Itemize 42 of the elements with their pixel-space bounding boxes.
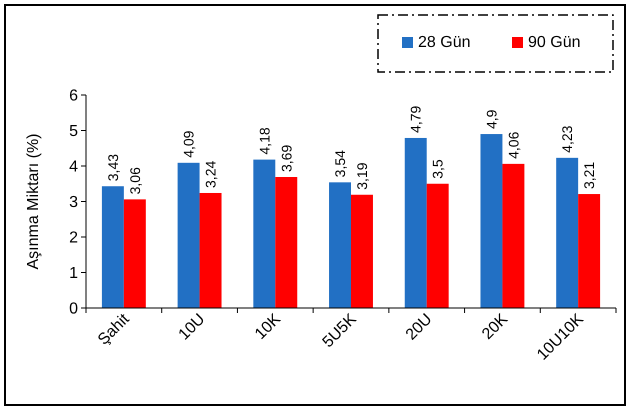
y-tick-label: 1	[69, 265, 78, 282]
bar	[502, 164, 524, 308]
bar	[426, 184, 449, 308]
y-axis-title: Aşınma Miktarı (%)	[25, 133, 42, 270]
x-tick-label: 10K	[252, 310, 284, 343]
data-label: 4,23	[559, 125, 576, 153]
bar	[124, 199, 146, 308]
bar	[480, 134, 502, 308]
legend-label: 28 Gün	[418, 34, 470, 51]
bar	[404, 138, 427, 308]
bar	[275, 177, 298, 308]
bar	[556, 158, 578, 308]
bar	[329, 182, 351, 308]
x-tick-label: 20K	[479, 310, 512, 343]
y-tick-label: 3	[69, 194, 78, 212]
data-label: 3,5	[430, 159, 446, 179]
bar	[578, 194, 600, 308]
y-tick-label: 4	[69, 158, 78, 176]
data-label: 3,21	[581, 162, 598, 190]
x-tick-label: 20U	[402, 310, 436, 344]
bar	[178, 162, 200, 308]
data-label: 4,79	[408, 105, 424, 133]
y-tick-label: 6	[69, 88, 78, 105]
x-tick-label: 10U	[176, 310, 208, 344]
data-label: 4,9	[483, 109, 500, 130]
bar	[253, 160, 276, 308]
data-label: 4,18	[256, 127, 272, 155]
bar	[102, 186, 124, 308]
y-tick-label: 5	[69, 123, 78, 140]
bar	[351, 194, 373, 308]
data-label: 4,06	[505, 131, 522, 159]
data-label: 3,24	[202, 160, 219, 188]
bar	[200, 192, 222, 308]
data-label: 4,09	[180, 130, 197, 158]
data-label: 3,06	[126, 166, 143, 194]
y-tick-label: 2	[69, 230, 78, 247]
data-label: 3,54	[332, 150, 348, 178]
data-label: 3,69	[278, 144, 294, 172]
data-label: 3,19	[354, 162, 370, 190]
data-label: 3,43	[104, 154, 121, 182]
y-tick-label: 0	[69, 300, 78, 318]
legend-label: 90 Gün	[528, 34, 580, 51]
